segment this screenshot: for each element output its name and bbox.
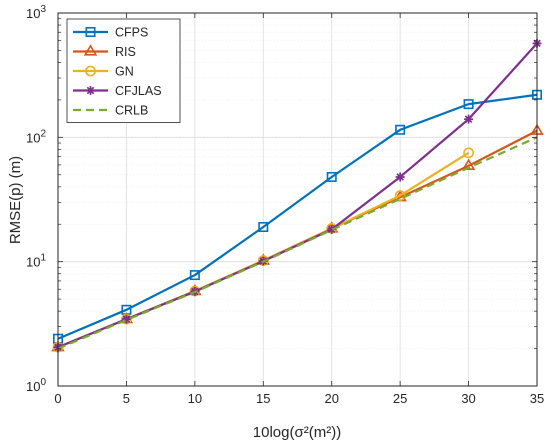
- legend-label-cfjlas: CFJLAS: [115, 84, 162, 98]
- y-tick-label: 102: [26, 128, 46, 145]
- y-tick-exponent: 0: [40, 377, 46, 388]
- legend-label-crlb: CRLB: [115, 104, 148, 118]
- axes-box: [57, 12, 538, 387]
- data-point-cfps: [326, 171, 337, 182]
- data-point-cfps: [395, 124, 406, 135]
- data-point-cfjlas: [327, 224, 337, 234]
- legend-item-crlb: CRLB: [73, 104, 148, 118]
- series-line-cfps: [57, 93, 538, 340]
- series-crlb: [57, 136, 538, 350]
- legend: CFPS RIS GN CFJLAS CRLB: [66, 18, 181, 123]
- data-point-gn: [463, 147, 474, 159]
- y-tick-exponent: 3: [40, 4, 46, 15]
- legend-label-cfps: CFPS: [115, 26, 148, 40]
- legend-marker-gn: [85, 65, 96, 77]
- legend-item-cfjlas: CFJLAS: [73, 84, 162, 98]
- y-axis-label: RMSE(p) (m): [7, 156, 24, 244]
- legend-label-gn: GN: [115, 65, 134, 79]
- x-tick-label: 35: [530, 391, 544, 406]
- x-axis-label: 10log(σ²(m²)): [253, 424, 341, 441]
- y-tick-label: 100: [26, 377, 46, 394]
- y-tick-base: 10: [26, 130, 40, 145]
- data-point-cfjlas: [121, 314, 131, 324]
- x-tick-labels: 0 5 10 15 20 25 30 35: [54, 391, 544, 406]
- legend-item-gn: GN: [73, 65, 134, 79]
- legend-marker-cfps: [85, 26, 96, 37]
- y-tick-label: 101: [26, 253, 46, 270]
- x-tick-label: 10: [188, 391, 202, 406]
- legend-marker-ris: [83, 44, 98, 56]
- y-tick-label: 103: [26, 4, 46, 21]
- data-point-cfps: [189, 270, 200, 281]
- x-tick-label: 15: [256, 391, 270, 406]
- data-point-ris: [461, 158, 476, 170]
- series-layer: [51, 38, 544, 353]
- y-tick-exponent: 1: [40, 253, 46, 264]
- legend-label-ris: RIS: [115, 45, 136, 59]
- y-tick-base: 10: [26, 379, 40, 394]
- y-tick-base: 10: [26, 255, 40, 270]
- y-tick-base: 10: [26, 6, 40, 21]
- x-tick-label: 30: [461, 391, 475, 406]
- x-tick-label: 20: [324, 391, 338, 406]
- y-tick-exponent: 2: [40, 128, 46, 139]
- data-point-cfjlas: [464, 114, 474, 124]
- x-tick-label: 5: [123, 391, 130, 406]
- legend-marker-cfjlas: [86, 86, 95, 95]
- series-line-crlb: [57, 136, 538, 350]
- x-tick-label: 0: [54, 391, 61, 406]
- data-point-cfjlas: [395, 172, 405, 182]
- legend-item-ris: RIS: [73, 44, 136, 59]
- ticks-layer: [57, 12, 538, 387]
- data-point-cfps: [463, 99, 474, 110]
- x-tick-label: 25: [393, 391, 407, 406]
- legend-item-cfps: CFPS: [73, 26, 148, 40]
- minor-gridlines: [58, 18, 537, 349]
- series-cfps: [52, 89, 542, 344]
- data-point-cfps: [258, 222, 269, 233]
